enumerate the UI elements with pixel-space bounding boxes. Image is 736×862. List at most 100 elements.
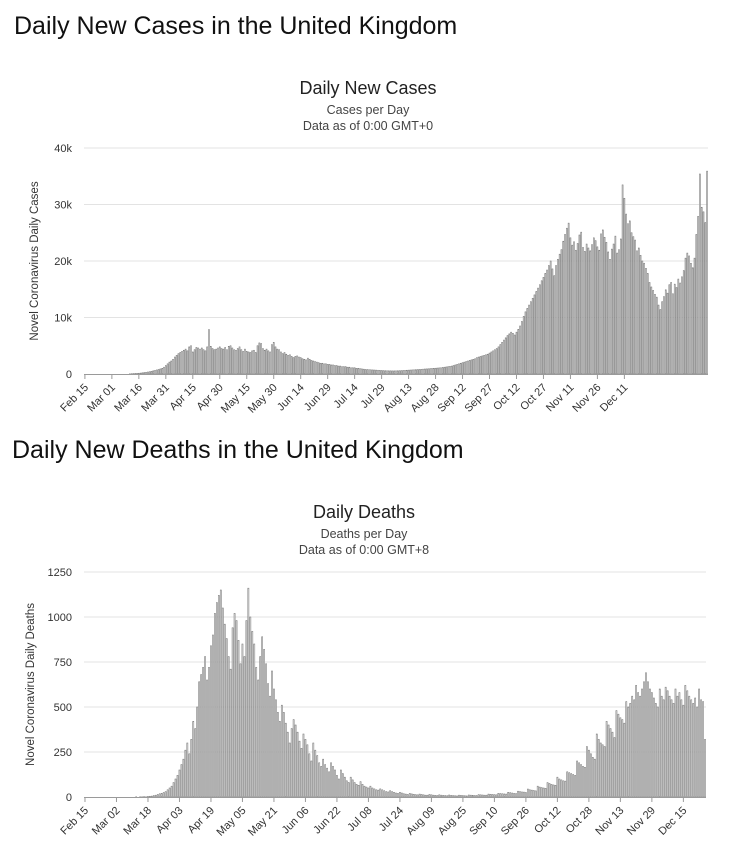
- bar: [302, 733, 305, 798]
- x-tick-label: Nov 13: [593, 805, 626, 838]
- bar: [481, 794, 484, 798]
- bar: [274, 346, 277, 375]
- bar: [176, 775, 179, 798]
- bar: [619, 717, 622, 798]
- bar: [630, 232, 633, 375]
- bar: [447, 366, 449, 375]
- bar: [347, 782, 350, 798]
- bar: [594, 240, 597, 375]
- x-tick-label: Mar 01: [85, 382, 118, 415]
- bar: [694, 697, 697, 798]
- bar: [526, 308, 529, 375]
- bar: [213, 349, 216, 375]
- bar: [174, 356, 176, 375]
- bar: [524, 311, 527, 375]
- bar: [284, 722, 287, 798]
- bar: [225, 638, 228, 798]
- bar: [540, 280, 543, 375]
- bar: [427, 368, 430, 375]
- bar: [597, 739, 600, 798]
- bar: [162, 792, 165, 798]
- bar: [389, 370, 392, 375]
- bar: [204, 350, 207, 375]
- bar: [364, 369, 367, 375]
- bar: [704, 222, 707, 375]
- bar: [383, 790, 386, 798]
- bar: [637, 692, 639, 798]
- bar: [602, 229, 604, 375]
- x-tick-label: Nov 26: [570, 382, 603, 415]
- y-tick-label: 0: [66, 792, 72, 804]
- x-tick-label: May 30: [246, 382, 280, 416]
- bar: [656, 706, 659, 798]
- bar: [147, 796, 149, 798]
- bar: [486, 353, 489, 375]
- bar: [549, 260, 552, 375]
- bar: [344, 366, 347, 375]
- bar: [591, 757, 594, 798]
- bar: [306, 744, 309, 798]
- bar: [202, 667, 204, 798]
- bar: [138, 372, 140, 375]
- bar: [426, 794, 429, 798]
- bar: [353, 367, 356, 375]
- bar: [245, 351, 248, 375]
- bar: [494, 349, 496, 375]
- bar: [658, 688, 661, 798]
- bar: [659, 309, 662, 375]
- bar: [231, 627, 234, 798]
- bar: [254, 352, 257, 375]
- bar: [465, 361, 467, 375]
- bar: [170, 360, 173, 375]
- bar: [298, 740, 301, 798]
- bar: [582, 247, 584, 375]
- bar: [359, 781, 362, 798]
- bar: [202, 349, 205, 375]
- x-tick-label: Mar 18: [121, 805, 154, 838]
- bar: [436, 367, 439, 375]
- x-tick-label: Dec 15: [656, 805, 689, 838]
- bar: [601, 744, 604, 798]
- x-tick-label: Dec 11: [598, 382, 631, 415]
- bar: [321, 362, 324, 375]
- bar: [217, 595, 220, 798]
- bar: [512, 333, 514, 375]
- bar: [666, 292, 669, 375]
- bar: [183, 349, 185, 375]
- bar: [161, 368, 164, 375]
- x-tick-label: Nov 29: [625, 805, 658, 838]
- bar: [574, 775, 576, 798]
- bar: [481, 355, 484, 375]
- bar: [166, 789, 169, 798]
- x-tick-label: Apr 15: [168, 382, 199, 413]
- bar: [412, 793, 415, 798]
- bar: [172, 359, 174, 375]
- bar: [410, 793, 413, 798]
- bar: [670, 699, 673, 798]
- bar: [177, 353, 180, 375]
- bar: [686, 252, 689, 375]
- bar: [676, 695, 679, 798]
- bar: [148, 371, 151, 375]
- bar: [551, 268, 554, 375]
- bar: [290, 728, 293, 798]
- bar: [355, 784, 358, 798]
- bar: [668, 695, 671, 798]
- bar: [554, 784, 557, 798]
- bar: [192, 351, 194, 375]
- bar: [324, 764, 326, 798]
- bar: [156, 794, 159, 798]
- x-tick-label: May 05: [215, 805, 249, 839]
- bar: [531, 297, 534, 375]
- bar: [605, 242, 608, 375]
- bar: [440, 794, 443, 798]
- bar: [627, 223, 629, 375]
- bar: [310, 360, 313, 375]
- bar: [483, 794, 486, 798]
- x-tick-label: Oct 27: [518, 382, 549, 413]
- bar: [180, 764, 183, 798]
- bar: [652, 697, 655, 798]
- bar: [670, 282, 672, 375]
- bar: [548, 265, 550, 375]
- bar: [508, 333, 511, 375]
